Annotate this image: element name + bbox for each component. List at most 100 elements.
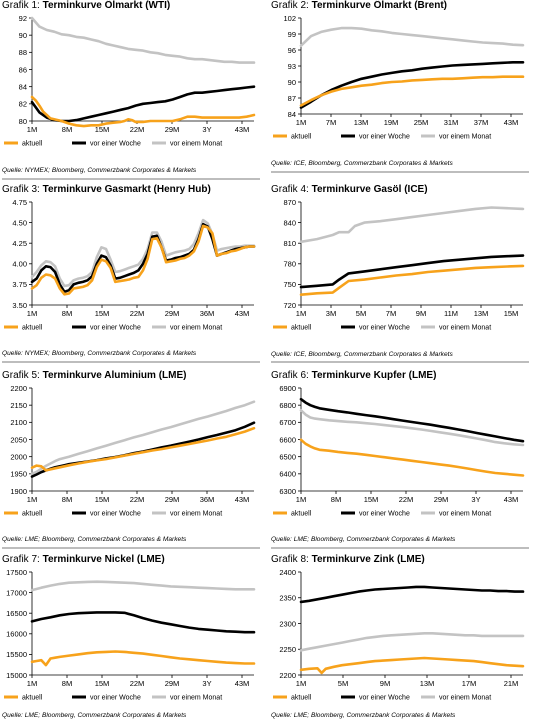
x-tick-label: 7M: [386, 309, 396, 318]
chart-svg: 1900 1950 2000 2050 2100 2150 2200 1M 8M 15M 22M 29…: [4, 386, 256, 518]
x-tick-label: 1M: [27, 679, 37, 688]
y-tick-label: 16000: [6, 630, 27, 639]
y-tick-label: 780: [283, 260, 296, 269]
legend-label-week: vor einer Woche: [90, 141, 141, 148]
y-tick-label: 2200: [10, 386, 27, 393]
chart-panel-6: Grafik 6: Terminkurve Kupfer (LME) 6300 6…: [271, 370, 533, 550]
series-line-week: [30, 85, 256, 123]
chart-svg: 2200 2250 2300 2350 2400 1M 5M 9M 13M 17M 21M aktue…: [273, 570, 525, 702]
y-tick-label: 6500: [279, 452, 296, 461]
series-line-week: [299, 585, 525, 604]
x-tick-label: 5M: [338, 679, 348, 688]
x-tick-label: 29M: [165, 309, 180, 318]
x-tick-label: 8M: [62, 309, 72, 318]
x-tick-label: 1M: [296, 309, 306, 318]
y-tick-label: 2050: [10, 435, 27, 444]
y-tick-label: 84: [19, 82, 27, 91]
chart-title-text: Terminkurve Ölmarkt (Brent): [311, 0, 447, 11]
x-tick-label: 1M: [296, 495, 306, 504]
chart-prefix: Grafik 6:: [271, 370, 309, 381]
x-tick-label: 21M: [504, 679, 519, 688]
y-tick-label: 96: [288, 46, 296, 55]
y-tick-label: 1950: [10, 470, 27, 479]
x-tick-label: 37M: [474, 118, 489, 127]
chart-title-text: Terminkurve Ölmarkt (WTI): [42, 0, 171, 11]
chart-divider: [2, 361, 260, 363]
legend-label-month: vor einem Monat: [439, 695, 491, 702]
y-tick-label: 2300: [279, 619, 296, 628]
y-tick-label: 92: [19, 16, 27, 23]
y-tick-label: 80: [19, 117, 27, 126]
legend-label-week: vor einer Woche: [359, 134, 410, 141]
chart-title: Grafik 5: Terminkurve Aluminium (LME): [2, 370, 186, 381]
x-tick-label: 15M: [504, 309, 519, 318]
x-tick-label: 22M: [130, 309, 145, 318]
x-tick-label: 15M: [364, 495, 379, 504]
legend-label-month: vor einem Monat: [170, 325, 222, 332]
chart-prefix: Grafik 7:: [2, 554, 40, 565]
x-tick-label: 8M: [62, 679, 72, 688]
x-tick-label: 43M: [504, 495, 519, 504]
x-tick-label: 8M: [62, 125, 72, 134]
chart-source: Quelle: LME; Bloomberg, Commerzbank Corp…: [271, 536, 456, 543]
legend-label-month: vor einem Monat: [439, 134, 491, 141]
x-tick-label: 7M: [326, 118, 336, 127]
y-tick-label: 102: [283, 16, 296, 23]
x-tick-label: 22M: [130, 679, 145, 688]
chart-title: Grafik 1: Terminkurve Ölmarkt (WTI): [2, 0, 170, 11]
y-tick-label: 2200: [279, 671, 296, 680]
chart-title: Grafik 6: Terminkurve Kupfer (LME): [271, 370, 436, 381]
y-tick-label: 6600: [279, 435, 296, 444]
x-tick-label: 25M: [414, 118, 429, 127]
legend-label-month: vor einem Monat: [170, 141, 222, 148]
series-line-month: [299, 206, 525, 244]
legend-label-month: vor einem Monat: [170, 695, 222, 702]
series-line-aktuell: [299, 438, 525, 477]
y-tick-label: 6800: [279, 401, 296, 410]
y-tick-label: 2150: [10, 401, 27, 410]
chart-panel-1: Grafik 1: Terminkurve Ölmarkt (WTI) 80 82…: [2, 0, 264, 180]
y-tick-label: 88: [19, 48, 27, 57]
series-line-week: [30, 421, 256, 478]
chart-title: Grafik 7: Terminkurve Nickel (LME): [2, 554, 165, 565]
chart-title-text: Terminkurve Gasöl (ICE): [311, 184, 428, 195]
x-tick-label: 5M: [356, 309, 366, 318]
y-tick-label: 17500: [6, 570, 27, 577]
chart-divider: [2, 547, 260, 549]
series-line-aktuell: [299, 75, 525, 107]
y-tick-label: 6300: [279, 487, 296, 496]
x-tick-label: 15M: [95, 679, 110, 688]
y-tick-label: 86: [19, 65, 27, 74]
chart-source: Quelle: ICE, Bloomberg, Commerzbank Corp…: [271, 351, 453, 358]
y-tick-label: 870: [283, 200, 296, 207]
chart-prefix: Grafik 5:: [2, 370, 40, 381]
y-tick-label: 3.75: [12, 280, 27, 289]
y-tick-label: 810: [283, 239, 296, 248]
y-tick-label: 90: [288, 78, 296, 87]
chart-title-text: Terminkurve Zink (LME): [311, 554, 425, 565]
chart-title-text: Terminkurve Gasmarkt (Henry Hub): [42, 184, 211, 195]
chart-prefix: Grafik 1:: [2, 0, 40, 11]
chart-panel-4: Grafik 4: Terminkurve Gasöl (ICE) 720 750…: [271, 184, 533, 364]
chart-source: Quelle: LME; Bloomberg, Commerzbank Corp…: [2, 712, 187, 719]
chart-title: Grafik 4: Terminkurve Gasöl (ICE): [271, 184, 428, 195]
y-tick-label: 90: [19, 31, 27, 40]
y-tick-label: 87: [288, 94, 296, 103]
series-line-month: [30, 400, 256, 476]
legend-label-week: vor einer Woche: [90, 325, 141, 332]
x-tick-label: 19M: [384, 118, 399, 127]
x-tick-label: 3M: [326, 309, 336, 318]
y-tick-label: 4.50: [12, 218, 27, 227]
series-line-month: [30, 16, 256, 64]
y-tick-label: 84: [288, 110, 296, 119]
chart-title: Grafik 2: Terminkurve Ölmarkt (Brent): [271, 0, 447, 11]
chart-panel-5: Grafik 5: Terminkurve Aluminium (LME) 19…: [2, 370, 264, 550]
x-tick-label: 22M: [130, 495, 145, 504]
legend-label-week: vor einer Woche: [90, 695, 141, 702]
x-tick-label: 36M: [200, 495, 215, 504]
series-line-aktuell: [30, 426, 256, 472]
x-tick-label: 29M: [165, 125, 180, 134]
y-tick-label: 1900: [10, 487, 27, 496]
chart-title-text: Terminkurve Nickel (LME): [42, 554, 165, 565]
y-tick-label: 2400: [279, 570, 296, 577]
